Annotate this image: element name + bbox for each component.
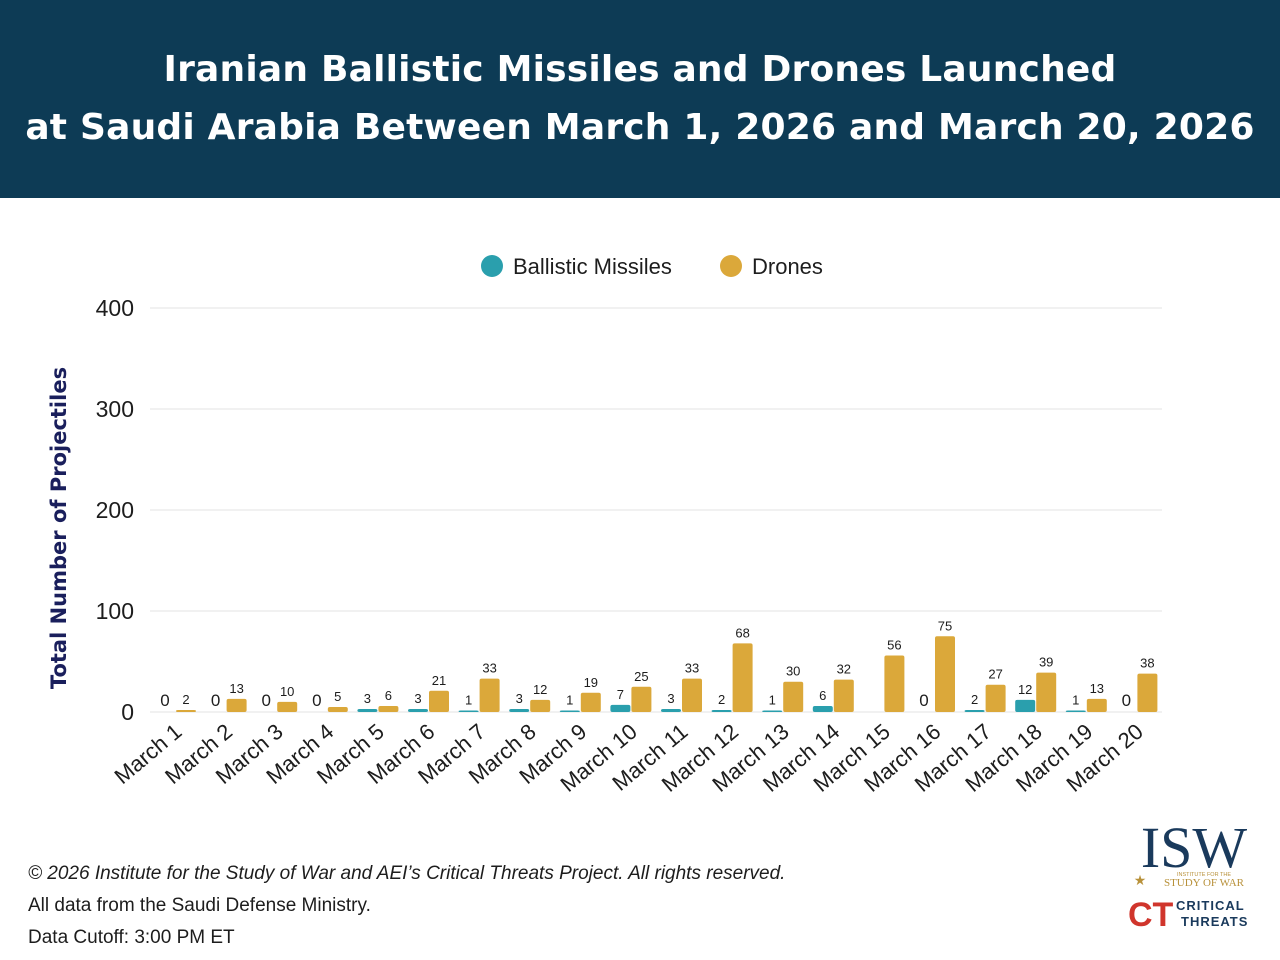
- missile-bar: [661, 708, 681, 712]
- missile-data-label: 12: [1018, 682, 1032, 697]
- drone-bar: [682, 678, 702, 712]
- drone-data-label: 6: [385, 688, 392, 703]
- drone-bar: [1137, 673, 1158, 712]
- missile-data-label: 0: [919, 691, 928, 710]
- drone-data-label: 75: [938, 618, 952, 633]
- drone-bar: [783, 681, 804, 712]
- y-tick-label: 100: [96, 598, 134, 624]
- drone-data-label: 12: [533, 682, 547, 697]
- missile-data-label: 1: [769, 693, 776, 708]
- y-tick-label: 0: [121, 699, 134, 725]
- missile-bar: [1065, 710, 1086, 712]
- missile-data-label: 1: [465, 693, 472, 708]
- drone-bar: [530, 699, 551, 712]
- drone-bar: [277, 701, 298, 712]
- missile-data-label: 0: [160, 691, 169, 710]
- drone-bar: [732, 643, 753, 712]
- missile-bar: [509, 708, 530, 712]
- missile-data-label: 3: [364, 691, 371, 706]
- title-line-2: at Saudi Arabia Between March 1, 2026 an…: [25, 107, 1255, 148]
- isw-sub-line-1: INSTITUTE FOR THE: [1177, 872, 1231, 878]
- drone-data-label: 32: [837, 662, 851, 677]
- legend-label: Ballistic Missiles: [513, 254, 672, 279]
- missile-data-label: 2: [718, 692, 725, 707]
- drone-data-label: 56: [887, 637, 901, 652]
- drone-bar: [378, 705, 399, 712]
- drone-bar: [176, 709, 196, 712]
- missile-data-label: 6: [819, 688, 826, 703]
- drone-bar: [884, 655, 905, 712]
- ct-word-1: CRITICAL: [1176, 898, 1245, 913]
- missile-bar: [812, 705, 833, 712]
- missile-data-label: 1: [566, 693, 573, 708]
- legend-label: Drones: [752, 254, 823, 279]
- title-line-1: Iranian Ballistic Missiles and Drones La…: [163, 49, 1117, 90]
- legend-marker: [720, 255, 742, 277]
- drone-data-label: 10: [280, 684, 294, 699]
- drone-bar: [580, 692, 601, 712]
- missile-bar: [711, 709, 732, 712]
- legend-marker: [481, 255, 503, 277]
- missile-bar: [1015, 699, 1036, 712]
- drone-data-label: 21: [432, 673, 446, 688]
- drone-data-label: 33: [685, 661, 699, 676]
- missile-data-label: 2: [971, 692, 978, 707]
- drone-data-label: 25: [634, 669, 648, 684]
- drone-bar: [1036, 672, 1057, 712]
- missile-data-label: 3: [667, 691, 674, 706]
- missile-bar: [408, 708, 428, 712]
- isw-logo-letters: ISW: [1141, 815, 1248, 880]
- missile-data-label: 0: [1122, 691, 1131, 710]
- critical-threats-logo: CT CRITICAL THREATS: [1128, 896, 1248, 934]
- missile-bar: [610, 704, 631, 712]
- missile-bar: [357, 708, 378, 712]
- missile-data-label: 1: [1072, 693, 1079, 708]
- ct-mark: CT: [1128, 896, 1174, 934]
- missile-data-label: 7: [617, 687, 624, 702]
- footer: © 2026 Institute for the Study of War an…: [28, 858, 785, 954]
- ct-word-2: THREATS: [1181, 914, 1248, 929]
- drone-data-label: 33: [482, 661, 496, 676]
- missile-bar: [762, 710, 783, 712]
- missile-data-label: 0: [211, 691, 220, 710]
- drone-bar: [479, 678, 500, 712]
- y-tick-label: 400: [96, 295, 134, 321]
- source-text: All data from the Saudi Defense Ministry…: [28, 895, 371, 916]
- missile-data-label: 0: [312, 691, 321, 710]
- drone-bar: [985, 684, 1006, 712]
- drone-bar: [935, 636, 955, 712]
- drone-data-label: 68: [735, 625, 749, 640]
- missile-data-label: 3: [414, 691, 421, 706]
- drone-data-label: 13: [1090, 681, 1104, 696]
- copyright-text: © 2026 Institute for the Study of War an…: [28, 863, 786, 884]
- star-icon: ★: [1134, 873, 1147, 889]
- drone-data-label: 2: [182, 692, 189, 707]
- drone-bar: [631, 686, 652, 712]
- cutoff-text: Data Cutoff: 3:00 PM ET: [28, 927, 235, 948]
- missile-data-label: 3: [516, 691, 523, 706]
- y-axis-label: Total Number of Projectiles: [47, 367, 71, 689]
- drone-data-label: 38: [1140, 656, 1154, 671]
- drone-bar: [833, 679, 854, 712]
- isw-sub-line-2: STUDY OF WAR: [1164, 877, 1245, 889]
- drone-bar: [327, 706, 348, 712]
- drone-bar: [1086, 698, 1107, 712]
- y-tick-label: 200: [96, 497, 134, 523]
- missile-bar: [559, 710, 580, 712]
- missile-bar: [964, 709, 985, 712]
- chart-header: Iranian Ballistic Missiles and Drones La…: [0, 0, 1280, 198]
- y-tick-label: 300: [96, 396, 134, 422]
- drone-data-label: 5: [334, 689, 341, 704]
- drone-bar: [226, 698, 247, 712]
- missile-bar: [458, 710, 479, 712]
- drone-data-label: 39: [1039, 655, 1053, 670]
- drone-data-label: 13: [229, 681, 243, 696]
- drone-data-label: 27: [988, 667, 1002, 682]
- missile-data-label: 0: [261, 691, 270, 710]
- drone-bar: [429, 690, 449, 712]
- isw-logo: ISW ★ INSTITUTE FOR THE STUDY OF WAR: [1134, 815, 1248, 889]
- drone-data-label: 30: [786, 664, 800, 679]
- drone-data-label: 19: [584, 675, 598, 690]
